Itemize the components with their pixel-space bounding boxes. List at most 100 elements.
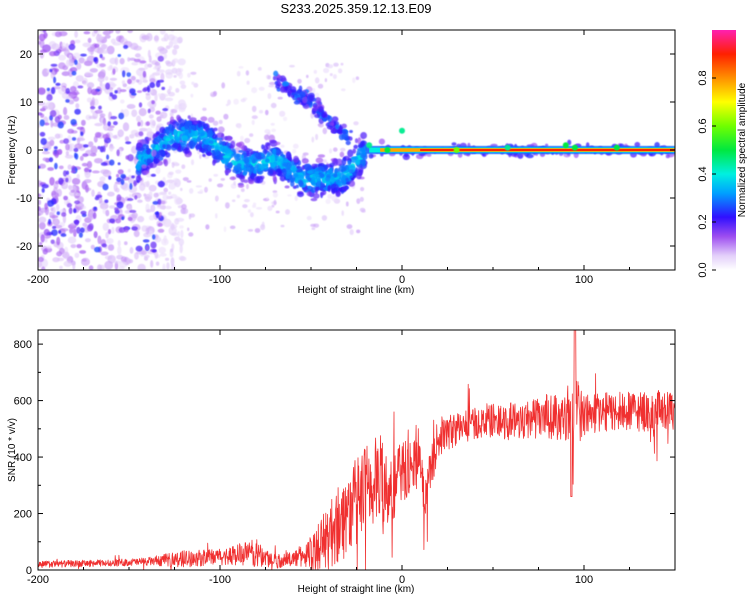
spectral-blob	[117, 54, 122, 57]
spectral-blob	[138, 102, 143, 108]
spectral-blob	[329, 73, 333, 77]
spectral-blob	[137, 215, 145, 223]
spectral-blob	[102, 30, 111, 36]
spectral-blob	[130, 42, 139, 50]
spectral-blob	[177, 58, 186, 66]
spectral-blob	[121, 80, 126, 85]
spectral-blob	[146, 85, 151, 93]
spectral-blob	[212, 120, 219, 126]
spectral-blob	[204, 186, 208, 193]
spectral-blob	[127, 78, 132, 85]
spectral-blob	[332, 158, 339, 167]
spectral-blob	[38, 210, 44, 216]
spectral-blob	[46, 197, 51, 202]
spectral-blob	[105, 82, 110, 90]
spectral-blob	[69, 227, 75, 233]
spectral-blob	[340, 62, 344, 66]
spectral-blob	[341, 129, 347, 135]
spectral-blob	[116, 194, 122, 202]
spectral-blob	[196, 144, 201, 149]
spectral-blob	[44, 102, 54, 110]
spectral-blob	[73, 208, 77, 214]
snr-y-tick-label: 400	[14, 452, 32, 464]
spectral-blob	[297, 78, 302, 84]
spectral-blob	[105, 231, 109, 239]
spectral-blob	[243, 171, 247, 175]
snr-x-axis-label: Height of straight line (km)	[298, 584, 415, 595]
spectral-blob	[41, 266, 46, 270]
spectral-blob	[170, 257, 175, 267]
spectral-blob	[161, 200, 166, 205]
spectral-blob	[341, 88, 346, 92]
spectral-blob	[341, 210, 345, 217]
spectral-blob	[356, 159, 361, 166]
spectral-blob	[116, 177, 122, 183]
spectral-blob	[269, 81, 276, 86]
spectral-blob	[293, 173, 299, 178]
spectral-blob	[230, 140, 236, 149]
spectral-blob	[174, 236, 181, 242]
spectral-blob	[149, 162, 158, 169]
spectral-blob	[223, 226, 227, 233]
snr-line-plot	[38, 330, 675, 570]
spectral-blob	[270, 102, 277, 109]
spectral-blob	[93, 57, 98, 62]
spectral-blob	[91, 97, 95, 106]
spectral-blob	[221, 82, 226, 89]
spectral-blob	[65, 43, 69, 51]
spectral-blob	[175, 217, 185, 222]
spectral-blob	[317, 83, 324, 89]
colorbar-tick-label: 0.2	[697, 214, 709, 229]
spectral-blob	[47, 167, 54, 171]
spectral-blob	[273, 199, 277, 206]
spectral-blob	[153, 35, 159, 42]
spectral-blob	[361, 209, 366, 213]
spectral-blob	[116, 149, 120, 157]
spectral-blob	[453, 147, 460, 153]
spectral-blob	[218, 119, 223, 125]
spectral-blob	[175, 169, 182, 174]
spectral-blob	[349, 130, 353, 133]
spectral-blob	[324, 78, 328, 83]
spectral-blob	[129, 183, 133, 190]
spectral-blob	[238, 141, 245, 149]
spectral-blob	[66, 59, 70, 68]
spectral-blob	[127, 216, 133, 221]
spectral-blob	[61, 212, 67, 217]
spectral-blob	[139, 60, 147, 64]
spectral-blob	[249, 133, 254, 137]
spectral-blob	[347, 159, 351, 166]
spectral-blob	[49, 211, 54, 217]
spectral-blob	[351, 156, 359, 160]
spectral-blob	[188, 213, 192, 220]
spectral-blob	[71, 165, 76, 171]
spectral-blob	[292, 143, 299, 149]
spectral-blob	[251, 87, 258, 94]
spectral-blob	[313, 69, 317, 74]
spectral-blob	[88, 141, 94, 148]
spectral-blob	[150, 241, 157, 249]
spectral-blob	[137, 199, 143, 203]
spectral-blob	[175, 88, 180, 93]
spectral-blob	[202, 153, 206, 157]
spectral-blob	[298, 85, 303, 92]
spectral-blob	[163, 53, 168, 59]
spectral-blob	[152, 201, 159, 205]
spectral-blob	[49, 68, 53, 73]
spectral-blob	[98, 196, 103, 204]
spectral-blob	[270, 162, 277, 169]
spectral-blob	[159, 47, 168, 55]
spectral-blob	[61, 71, 70, 77]
spectral-blob	[263, 144, 269, 152]
spectral-blob	[98, 105, 102, 110]
spectral-blob	[38, 87, 46, 94]
spectral-blob	[118, 261, 128, 269]
spectral-blob	[50, 119, 54, 128]
spectral-blob	[120, 99, 125, 104]
spectral-blob	[190, 93, 194, 98]
spectral-blob	[166, 262, 170, 270]
spectral-blob	[317, 123, 322, 127]
spectral-blob	[63, 115, 70, 120]
spectral-blob	[65, 150, 69, 156]
spectral-blob	[82, 42, 91, 48]
